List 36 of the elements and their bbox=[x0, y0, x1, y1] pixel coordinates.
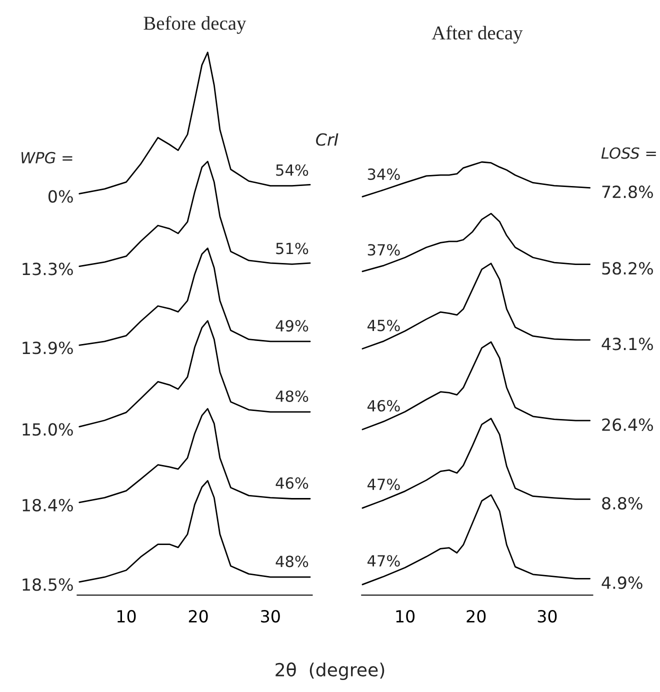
series-label: 4.9% bbox=[602, 576, 642, 590]
annotation: 47% bbox=[367, 555, 400, 567]
x-tick-label: 10 bbox=[117, 610, 136, 623]
annotation: 34% bbox=[368, 168, 400, 180]
x-tick-label: 10 bbox=[396, 610, 415, 623]
chart-title: Before decay bbox=[144, 16, 246, 34]
text: CrI bbox=[316, 133, 338, 146]
x-tick-label: 20 bbox=[466, 610, 486, 623]
series-label: 13.9% bbox=[22, 342, 73, 354]
legend-title: WPG = bbox=[21, 152, 72, 164]
series-label: 72.8% bbox=[602, 186, 653, 198]
x-axis-title: 2θ (degree) bbox=[276, 662, 384, 680]
annotation: 51% bbox=[276, 242, 308, 254]
series-label: 18.4% bbox=[22, 498, 73, 512]
series-label: 15.0% bbox=[22, 423, 73, 436]
series-label: 8.8% bbox=[602, 496, 642, 510]
annotation: 46% bbox=[367, 400, 400, 412]
series-label: 43.1% bbox=[602, 338, 653, 350]
series-label: 0% bbox=[48, 190, 73, 203]
annotation: 37% bbox=[368, 244, 400, 256]
series-label: 58.2% bbox=[602, 262, 653, 275]
series-label: 26.4% bbox=[602, 418, 653, 431]
series-label: 18.5% bbox=[22, 578, 73, 591]
x-tick-label: 30 bbox=[538, 610, 557, 623]
series-label: 13.3% bbox=[22, 262, 73, 276]
annotation: 54% bbox=[276, 164, 308, 176]
legend-title: LOSS = bbox=[601, 147, 656, 159]
annotation: 48% bbox=[276, 390, 308, 402]
annotation: 45% bbox=[367, 320, 400, 332]
x-tick-label: 30 bbox=[261, 610, 280, 623]
annotation: 49% bbox=[276, 320, 308, 332]
x-tick-label: 20 bbox=[188, 610, 208, 623]
annotation: 48% bbox=[276, 556, 308, 568]
annotation: 46% bbox=[276, 477, 308, 489]
chart-title: After decay bbox=[432, 26, 523, 44]
annotation: 47% bbox=[367, 478, 400, 490]
